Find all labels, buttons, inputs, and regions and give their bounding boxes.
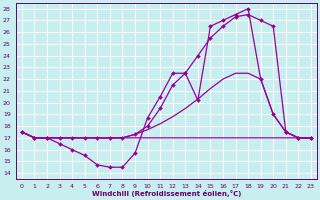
X-axis label: Windchill (Refroidissement éolien,°C): Windchill (Refroidissement éolien,°C) — [92, 190, 241, 197]
